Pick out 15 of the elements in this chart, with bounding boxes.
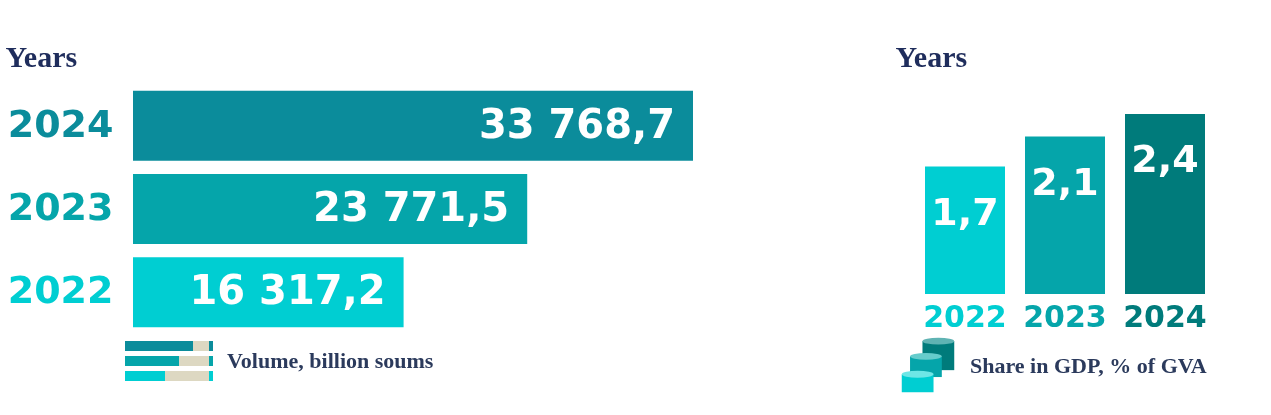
y-axis-title: Years	[895, 39, 968, 73]
x-tick-label: 2023	[1023, 298, 1107, 334]
x-tick-label: 2024	[1123, 298, 1207, 334]
y-tick-label: 2023	[7, 185, 114, 229]
y-tick-label: 2024	[7, 101, 114, 146]
data-label: 2,1	[1031, 159, 1099, 204]
y-axis-title: Years	[5, 39, 78, 73]
data-label: 2,4	[1131, 137, 1199, 181]
data-label: 23 771,5	[313, 184, 510, 230]
data-label: 33 768,7	[478, 100, 675, 147]
data-label: 1,7	[931, 189, 999, 234]
x-tick-label: 2022	[923, 298, 1007, 334]
x-axis-title: Share in GDP, % of GVA	[970, 353, 1207, 379]
x-axis-title: Volume, billion soums	[227, 348, 434, 374]
data-label: 16 317,2	[189, 267, 386, 314]
